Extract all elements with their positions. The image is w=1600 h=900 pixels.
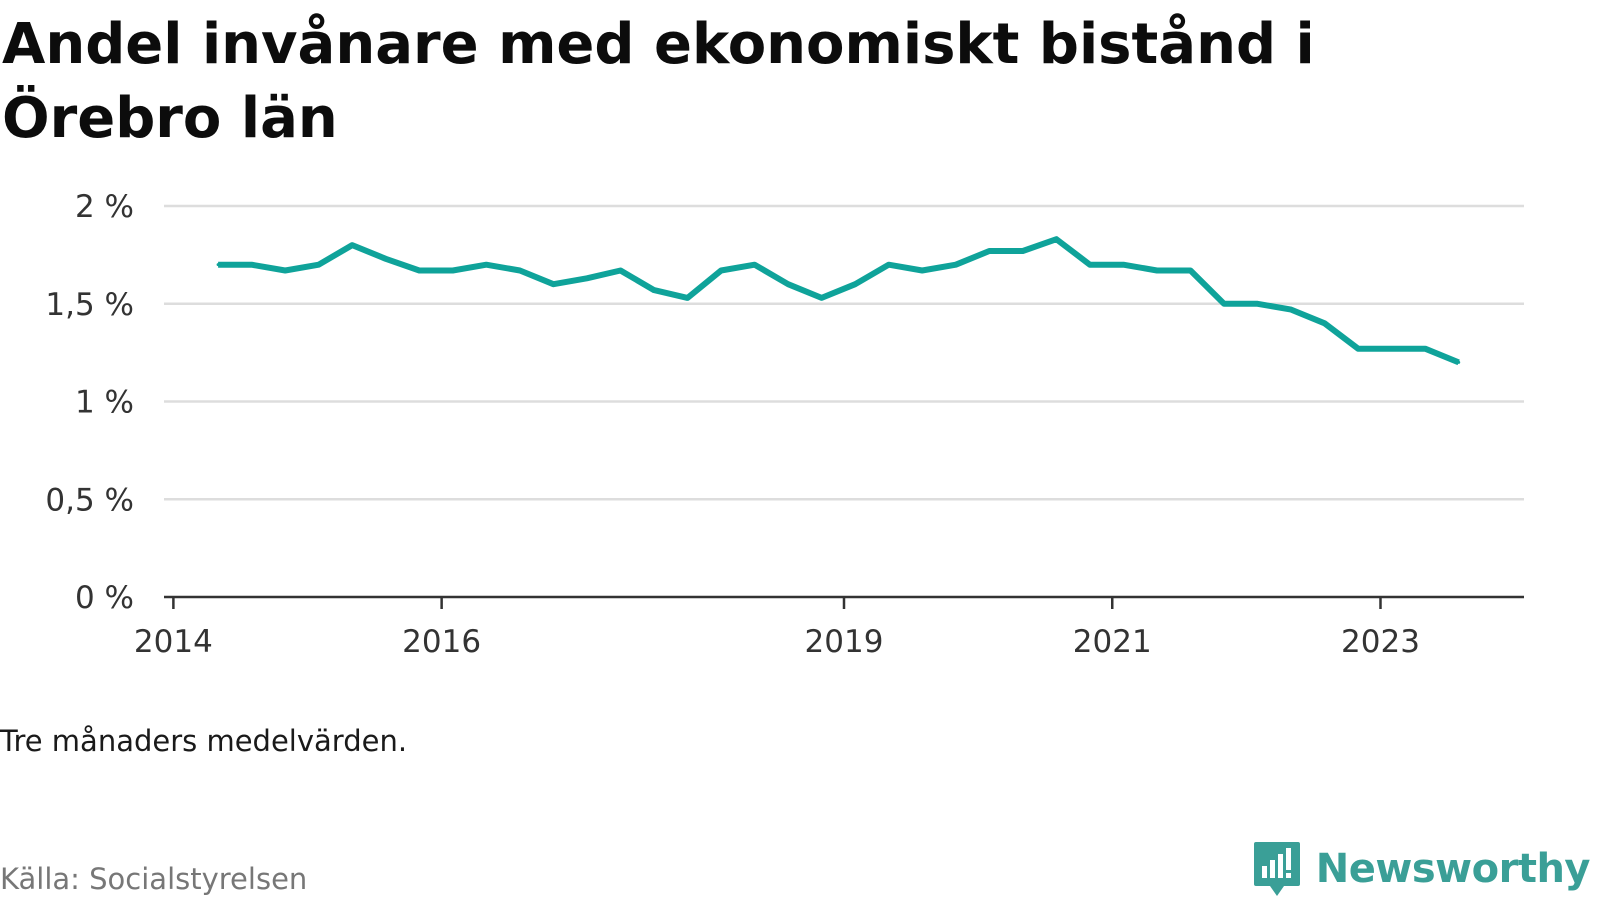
- data-point: [686, 296, 690, 300]
- data-point: [451, 269, 455, 273]
- chart-note: Tre månaders medelvärden.: [0, 724, 408, 758]
- line-chart: 0 % 0,5 % 1 % 1,5 % 2 % 2014 2016 2019 2021 2023: [45, 189, 1524, 660]
- data-point: [887, 263, 891, 267]
- x-tick-label: 2021: [1073, 624, 1152, 660]
- data-point: [920, 269, 924, 273]
- x-tick-label: 2014: [134, 624, 213, 660]
- x-tick-label: 2016: [402, 624, 481, 660]
- data-point: [384, 257, 388, 261]
- data-point: [820, 296, 824, 300]
- gridlines: [164, 204, 1524, 501]
- data-point: [1457, 360, 1461, 364]
- data-point: [1121, 263, 1125, 267]
- series-layer: [216, 236, 1461, 366]
- data-point: [1256, 302, 1260, 306]
- data-point: [551, 282, 555, 286]
- data-point: [786, 282, 790, 286]
- x-tick-label: 2019: [805, 624, 884, 660]
- y-tick-label: 1,5 %: [45, 287, 134, 323]
- data-point: [350, 243, 354, 247]
- data-point: [1323, 321, 1327, 325]
- data-point: [216, 263, 220, 267]
- data-point: [1054, 237, 1058, 241]
- y-axis-tick-labels: 0 % 0,5 % 1 % 1,5 % 2 %: [45, 189, 134, 616]
- data-point: [317, 263, 321, 267]
- brand-logo: Newsworthy: [1252, 840, 1591, 898]
- data-point: [250, 263, 254, 267]
- source-credit: Källa: Socialstyrelsen: [0, 862, 308, 896]
- data-point: [1021, 249, 1025, 253]
- data-point: [719, 269, 723, 273]
- data-point: [954, 263, 958, 267]
- data-point: [283, 269, 287, 273]
- data-point: [1188, 269, 1192, 273]
- data-point: [652, 288, 656, 292]
- data-point: [1222, 302, 1226, 306]
- data-point: [853, 282, 857, 286]
- data-point: [753, 263, 757, 267]
- data-point: [417, 269, 421, 273]
- y-tick-label: 0 %: [75, 580, 134, 616]
- y-tick-label: 1 %: [75, 385, 134, 421]
- brand-name: Newsworthy: [1315, 846, 1591, 892]
- data-point: [1289, 308, 1293, 312]
- data-point: [518, 269, 522, 273]
- x-tick-label: 2023: [1341, 624, 1420, 660]
- y-tick-label: 0,5 %: [45, 482, 134, 518]
- newsworthy-chart-bubble-icon: [1253, 842, 1300, 896]
- chart-title: Andel invånare med ekonomiskt bistånd i …: [2, 12, 1315, 151]
- y-tick-label: 2 %: [75, 189, 134, 225]
- data-point: [1155, 269, 1159, 273]
- data-point: [1088, 263, 1092, 267]
- data-point: [1390, 347, 1394, 351]
- data-point: [484, 263, 488, 267]
- data-point: [1356, 347, 1360, 351]
- series-line: [218, 236, 1460, 366]
- data-point: [1423, 347, 1427, 351]
- data-point: [618, 269, 622, 273]
- data-point: [585, 276, 589, 280]
- data-point: [987, 249, 991, 253]
- x-axis: 2014 2016 2019 2021 2023: [134, 595, 1524, 660]
